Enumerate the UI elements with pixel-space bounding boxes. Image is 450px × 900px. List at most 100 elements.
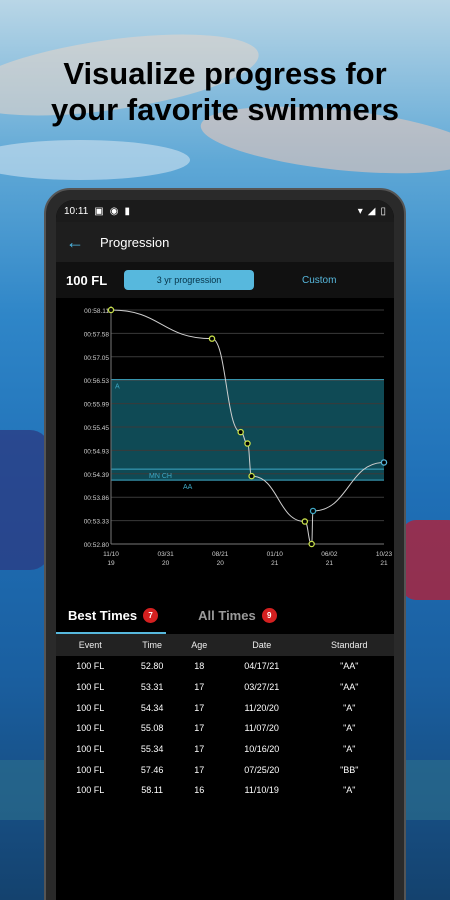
header-standard: Standard [331,640,368,650]
cell-standard: "A" [343,723,356,734]
signal-icon: ◢ [367,205,376,217]
table-row[interactable]: 100 FL 54.34 17 11/20/20 "A" [56,697,394,718]
cell-event: 100 FL [76,744,105,755]
x-tick-label: 19 [107,560,115,567]
cell-age: 17 [194,702,205,713]
cell-time: 54.34 [140,702,164,713]
notification-icon: ▣ [94,205,104,217]
segment-3yr-progression[interactable]: 3 yr progression [124,270,254,290]
table-row[interactable]: 100 FL 53.31 17 03/27/21 "AA" [56,677,394,698]
segment-custom[interactable]: Custom [302,274,337,286]
cell-age: 17 [194,764,205,775]
data-point [380,459,388,466]
header-age: Age [191,640,208,650]
arrow-left-icon[interactable]: ← [66,231,84,252]
y-tick-label: 00:53.33 [84,519,110,526]
status-time: 10:11 [64,205,89,217]
phone-frame: 10:11 ▣ ◉ ▮ ▾ ◢ ▯ ← Progression 100 FL 3… [44,188,406,900]
x-tick-label: 21 [326,560,334,567]
progression-chart: 00:58.11 00:57.58 00:57.05 00:56.53 00:55.99… [56,298,394,588]
cell-age: 16 [194,785,205,796]
x-tick-label: 06/02 [321,551,338,558]
y-tick-label: 00:54.39 [84,472,110,479]
x-tick-label: 21 [271,560,279,567]
chart-svg: 00:58.11 00:57.58 00:57.05 00:56.53 00:55.99… [84,306,393,567]
cell-date: 11/07/20 [244,723,279,734]
cell-standard: "A" [343,785,356,796]
x-tick-label: 20 [217,560,225,567]
y-tick-label: 00:56.53 [84,378,110,385]
cell-standard: "A" [343,744,356,755]
cell-age: 18 [194,661,205,672]
standard-band [111,379,384,481]
y-tick-label: 00:54.93 [84,448,110,455]
data-point [244,440,251,447]
cell-date: 04/17/21 [244,661,280,672]
cell-standard: "AA" [340,661,359,672]
cell-age: 17 [194,723,205,734]
cell-standard: "AA" [340,682,359,693]
table-header-row: Event Time Age Date Standard [56,634,394,656]
cell-time: 58.11 [141,785,164,796]
cell-time: 53.31 [140,682,164,693]
table-row[interactable]: 100 FL 52.80 18 04/17/21 "AA" [56,656,394,677]
header-time: Time [142,640,162,650]
x-tick-label: 03/31 [157,551,174,558]
cell-event: 100 FL [76,702,105,713]
cell-date: 11/20/20 [244,702,279,713]
standard-label: AA [183,484,193,491]
data-point [237,428,244,436]
cell-date: 07/25/20 [244,764,280,775]
cell-date: 10/16/20 [244,744,280,755]
y-tick-label: 00:52.80 [84,542,110,549]
data-point [107,306,115,314]
y-tick-label: 00:53.86 [84,495,110,502]
best-times-count-badge: 7 [143,607,159,623]
page-title: Progression [100,234,170,250]
event-selector: 100 FL 3 yr progression Custom [56,262,394,298]
cell-time: 52.80 [140,661,164,672]
times-tabs: Best Times 7 All Times 9 [56,598,394,632]
cell-time: 55.34 [140,744,164,755]
all-times-count-badge: 9 [261,607,277,623]
standard-label: A [115,384,120,391]
data-point [308,540,315,548]
wifi-icon: ▾ [357,205,363,217]
table-row[interactable]: 100 FL 55.08 17 11/07/20 "A" [56,718,394,739]
sd-card-icon: ▮ [124,205,130,217]
table-row[interactable]: 100 FL 55.34 17 10/16/20 "A" [56,739,394,760]
data-point [301,518,309,525]
data-point [248,472,255,480]
cell-event: 100 FL [76,682,105,693]
y-tick-label: 00:57.05 [84,355,110,362]
y-tick-label: 00:57.58 [84,331,110,338]
header-event: Event [78,640,102,650]
tab-all-times[interactable]: All Times 9 [198,607,277,623]
cell-event: 100 FL [76,764,105,775]
cell-standard: "A" [343,702,356,713]
cell-time: 55.08 [140,723,164,734]
cell-event: 100 FL [76,785,105,796]
x-tick-label: 20 [162,560,170,567]
cell-date: 11/10/19 [244,785,279,796]
event-name: 100 FL [66,272,108,288]
standard-label: MN CH [149,473,172,480]
data-point [208,335,216,342]
status-bar: 10:11 ▣ ◉ ▮ ▾ ◢ ▯ [56,200,394,222]
battery-icon: ▯ [380,205,386,217]
cell-age: 17 [194,744,205,755]
table-row[interactable]: 100 FL 58.11 16 11/10/19 "A" [56,780,394,801]
headline: Visualize progress for your favorite swi… [0,56,450,128]
tab-all-times-label: All Times [198,607,256,623]
cell-date: 03/27/21 [244,682,280,693]
best-times-table: Event Time Age Date Standard 100 FL 52.80… [56,634,394,801]
tab-best-times-label: Best Times [68,607,138,623]
x-tick-label: 08/21 [212,551,229,558]
table-row[interactable]: 100 FL 57.46 17 07/25/20 "BB" [56,759,394,780]
cell-age: 17 [194,682,205,693]
tab-best-times[interactable]: Best Times 7 [68,607,159,623]
y-tick-label: 00:55.99 [84,402,110,409]
y-tick-label: 00:58.11 [84,308,109,315]
cell-time: 57.46 [140,764,164,775]
cell-event: 100 FL [76,723,105,734]
